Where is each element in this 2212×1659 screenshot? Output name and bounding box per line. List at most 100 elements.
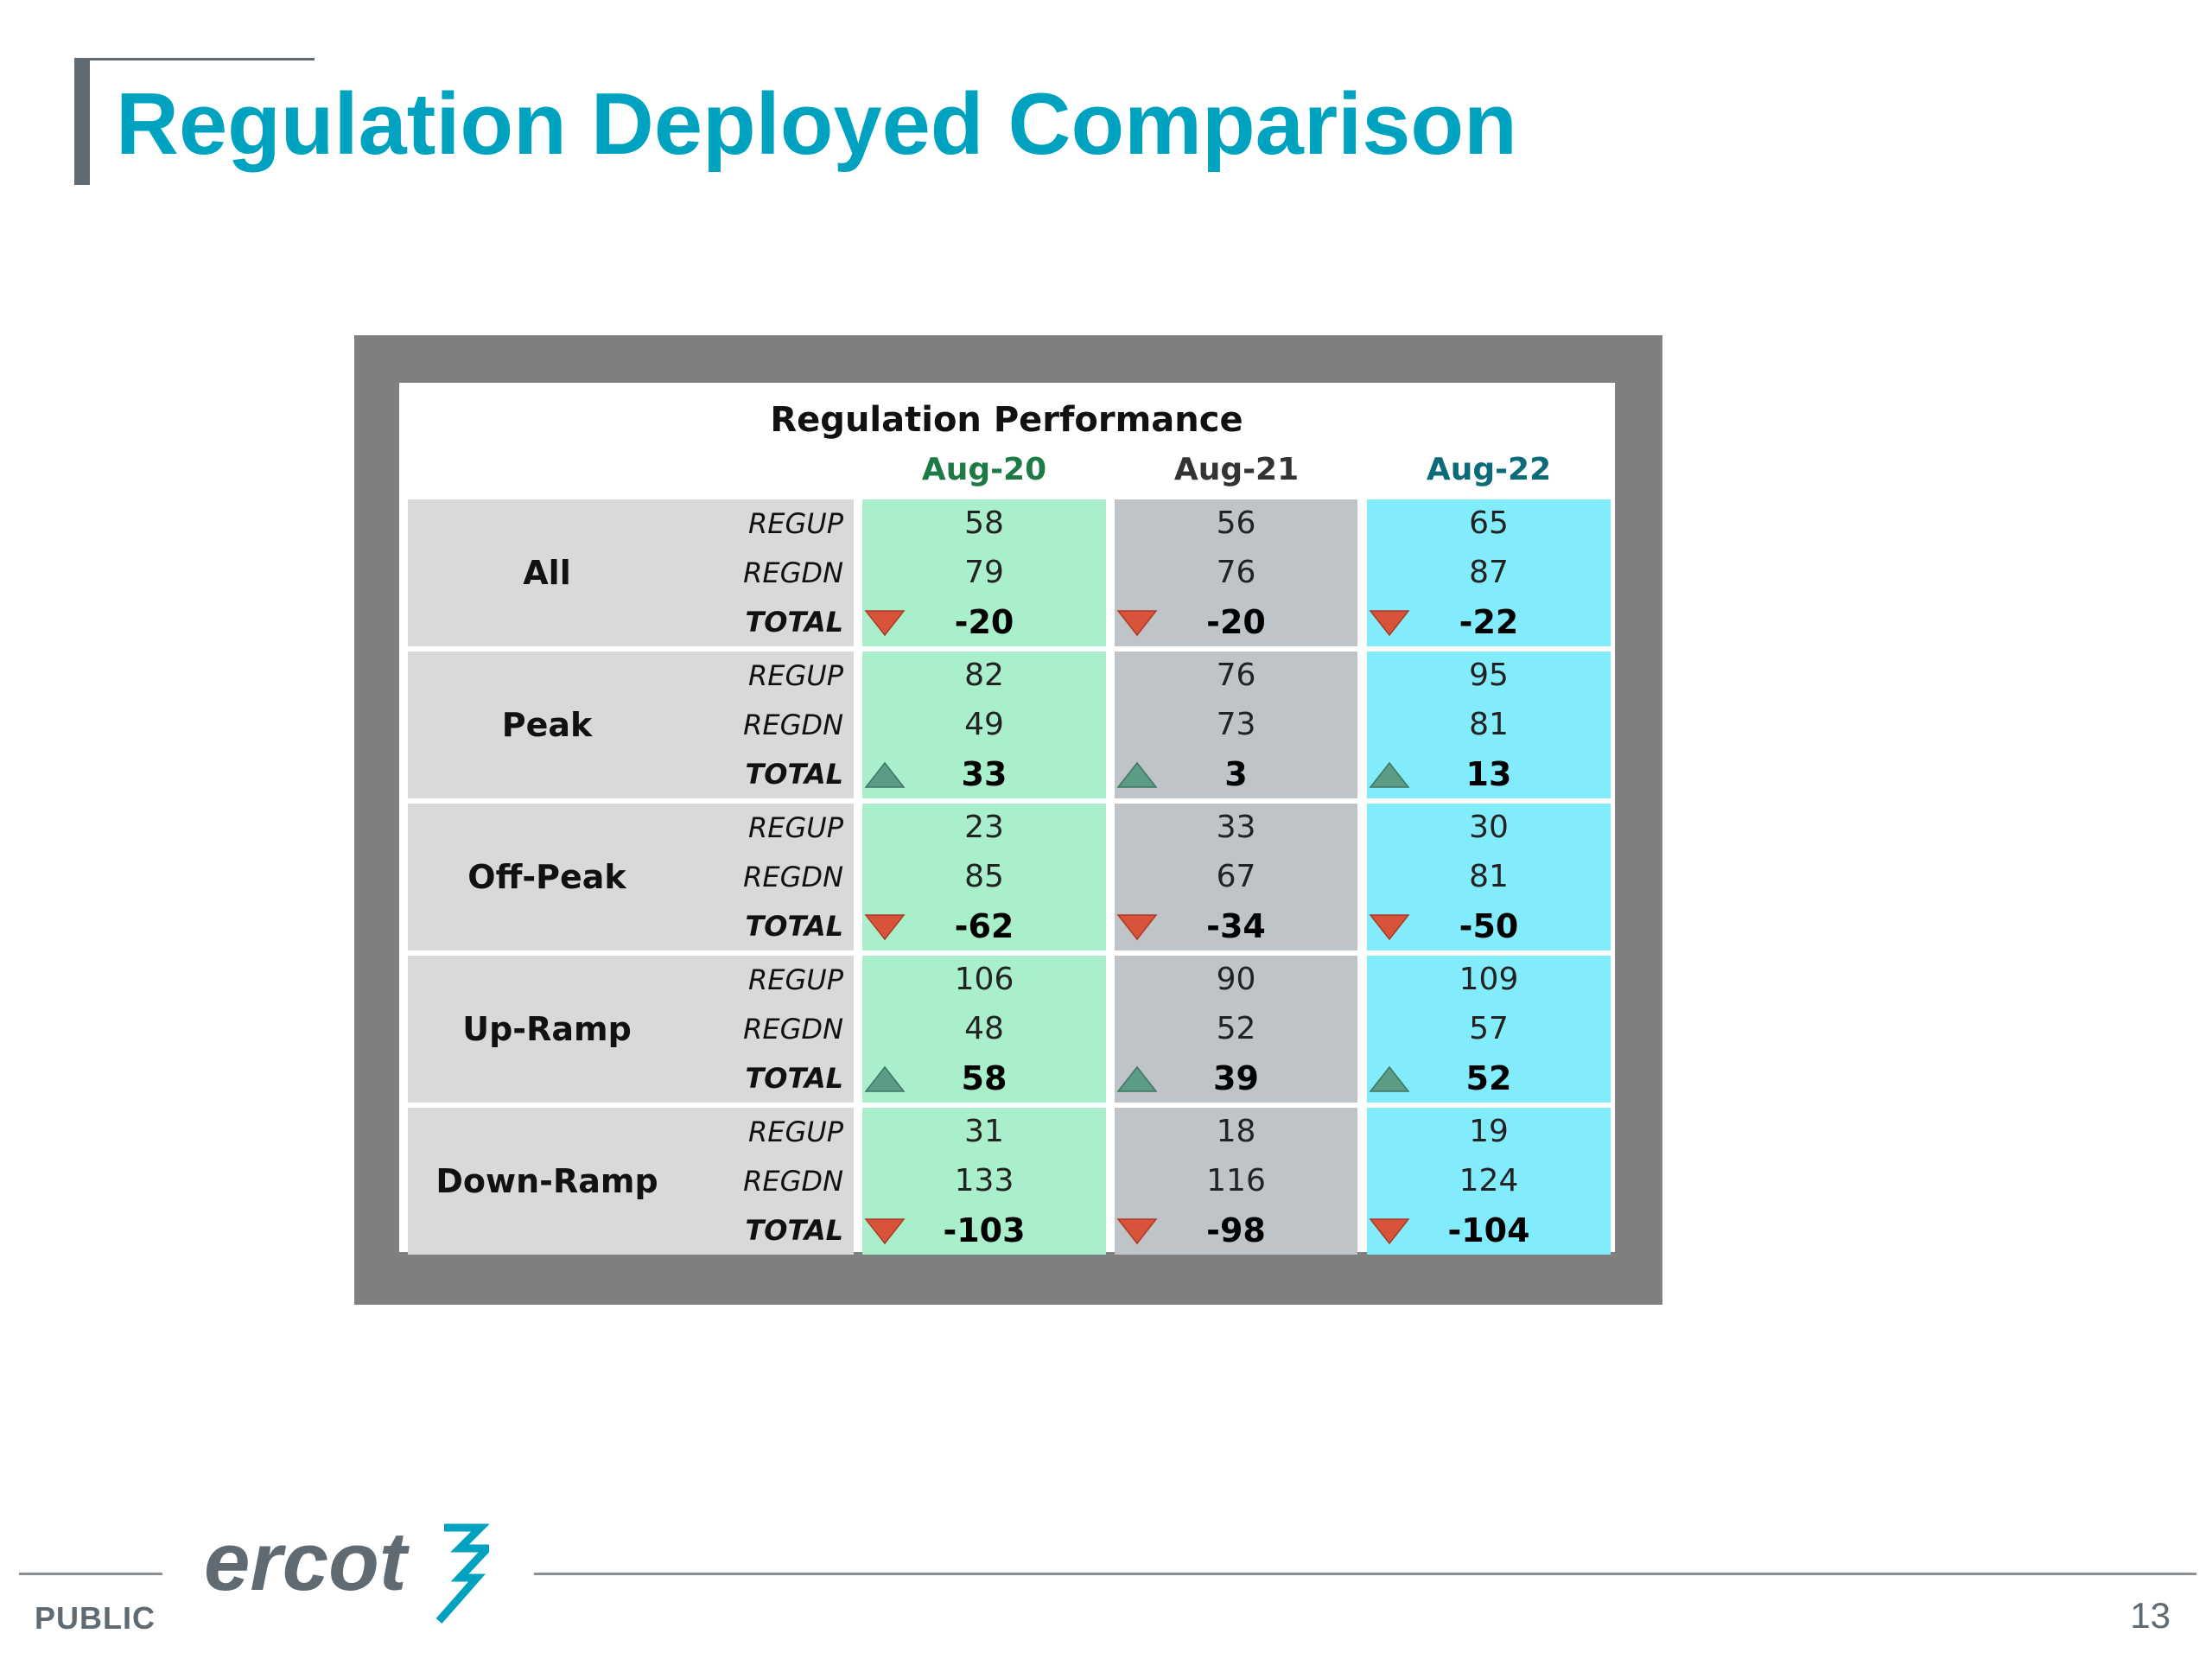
down-triangle-icon	[864, 1218, 906, 1245]
value: 65	[1469, 505, 1509, 541]
table-body: All REGUP REGDN TOTAL 58 79 -20 56 76 -20 65 87 -22 P…	[408, 499, 1611, 1260]
total-value: -104	[1447, 1211, 1530, 1249]
svg-text:ercot: ercot	[204, 1516, 410, 1608]
total-value: -20	[1206, 603, 1266, 641]
value: 76	[1216, 555, 1256, 590]
row-label: REGUP	[748, 507, 843, 540]
row-label: TOTAL	[745, 758, 843, 791]
value-column-cell: 106 48 58	[862, 956, 1106, 1103]
table-group: Peak REGUP REGDN TOTAL 82 49 33 76 73 3 95 81 13	[408, 652, 1611, 798]
up-triangle-icon	[864, 761, 906, 788]
down-triangle-icon	[1369, 1218, 1410, 1245]
group-name: Peak	[501, 706, 593, 744]
row-label: REGDN	[743, 709, 843, 741]
table-group: Off-Peak REGUP REGDN TOTAL 23 85 -62 33 67 -34 30 8…	[408, 804, 1611, 950]
total-value: -103	[943, 1211, 1026, 1249]
total-value: 39	[1213, 1059, 1259, 1097]
value: 49	[964, 707, 1004, 742]
column-header-1: Aug-20	[921, 452, 1047, 487]
title-accent-bar	[74, 58, 90, 185]
footer-rule-left	[19, 1573, 162, 1575]
row-label: REGUP	[748, 811, 843, 844]
group-label-cell: All REGUP REGDN TOTAL	[408, 499, 854, 646]
total-value: 52	[1465, 1059, 1512, 1097]
value: 81	[1469, 859, 1509, 894]
row-label: REGUP	[748, 963, 843, 996]
value: 76	[1216, 658, 1256, 693]
value-column-cell: 109 57 52	[1367, 956, 1611, 1103]
row-label: REGDN	[743, 1013, 843, 1046]
group-name: Off-Peak	[467, 858, 626, 896]
group-label-cell: Down-Ramp REGUP REGDN TOTAL	[408, 1108, 854, 1255]
value: 19	[1469, 1114, 1509, 1149]
group-name: Up-Ramp	[462, 1010, 632, 1048]
down-triangle-icon	[1116, 1218, 1158, 1245]
row-label: REGDN	[743, 556, 843, 589]
page-number: 13	[2130, 1595, 2171, 1636]
column-header-3: Aug-22	[1426, 452, 1552, 487]
total-value: -98	[1206, 1211, 1266, 1249]
row-label: TOTAL	[745, 606, 843, 639]
total-value: 58	[961, 1059, 1007, 1097]
up-triangle-icon	[1369, 761, 1410, 788]
down-triangle-icon	[864, 610, 906, 637]
value: 33	[1216, 810, 1256, 845]
row-label: TOTAL	[745, 910, 843, 943]
group-name: Down-Ramp	[435, 1162, 658, 1200]
value: 79	[964, 555, 1004, 590]
value: 48	[964, 1011, 1004, 1046]
value-column-cell: 23 85 -62	[862, 804, 1106, 950]
total-value: -20	[954, 603, 1014, 641]
value-column-cell: 31 133 -103	[862, 1108, 1106, 1255]
value: 124	[1459, 1163, 1519, 1198]
total-value: -22	[1459, 603, 1519, 641]
table-group: Up-Ramp REGUP REGDN TOTAL 106 48 58 90 52 39 109 57…	[408, 956, 1611, 1103]
value: 81	[1469, 707, 1509, 742]
value-column-cell: 65 87 -22	[1367, 499, 1611, 646]
group-label-cell: Off-Peak REGUP REGDN TOTAL	[408, 804, 854, 950]
ercot-bolt-icon	[435, 1523, 497, 1624]
value-column-cell: 19 124 -104	[1367, 1108, 1611, 1255]
value: 67	[1216, 859, 1256, 894]
row-label: REGUP	[748, 1116, 843, 1148]
up-triangle-icon	[1116, 1065, 1158, 1092]
total-value: -50	[1459, 907, 1519, 945]
row-label: REGUP	[748, 659, 843, 692]
value: 31	[964, 1114, 1004, 1149]
value: 57	[1469, 1011, 1509, 1046]
value-column-cell: 30 81 -50	[1367, 804, 1611, 950]
down-triangle-icon	[1369, 610, 1410, 637]
value: 23	[964, 810, 1004, 845]
value: 85	[964, 859, 1004, 894]
value: 82	[964, 658, 1004, 693]
down-triangle-icon	[1116, 914, 1158, 941]
group-label-cell: Peak REGUP REGDN TOTAL	[408, 652, 854, 798]
value: 52	[1216, 1011, 1256, 1046]
value: 133	[954, 1163, 1014, 1198]
column-header-2: Aug-21	[1173, 452, 1300, 487]
value-column-cell: 33 67 -34	[1115, 804, 1357, 950]
down-triangle-icon	[864, 914, 906, 941]
up-triangle-icon	[1369, 1065, 1410, 1092]
value: 109	[1459, 962, 1519, 997]
ercot-logo: ercot	[204, 1514, 497, 1630]
value-column-cell: 58 79 -20	[862, 499, 1106, 646]
value: 95	[1469, 658, 1509, 693]
value: 58	[964, 505, 1004, 541]
value: 106	[954, 962, 1014, 997]
total-value: -34	[1206, 907, 1266, 945]
value: 18	[1216, 1114, 1256, 1149]
slide-title: Regulation Deployed Comparison	[116, 76, 1517, 173]
down-triangle-icon	[1369, 914, 1410, 941]
value: 30	[1469, 810, 1509, 845]
value: 116	[1206, 1163, 1266, 1198]
up-triangle-icon	[1116, 761, 1158, 788]
total-value: 3	[1224, 755, 1248, 793]
up-triangle-icon	[864, 1065, 906, 1092]
table-group: All REGUP REGDN TOTAL 58 79 -20 56 76 -20 65 87 -22	[408, 499, 1611, 646]
row-label: REGDN	[743, 1165, 843, 1198]
table-group: Down-Ramp REGUP REGDN TOTAL 31 133 -103 18 116 -9…	[408, 1108, 1611, 1255]
value-column-cell: 90 52 39	[1115, 956, 1357, 1103]
title-accent-rule	[74, 58, 315, 60]
total-value: 13	[1465, 755, 1512, 793]
